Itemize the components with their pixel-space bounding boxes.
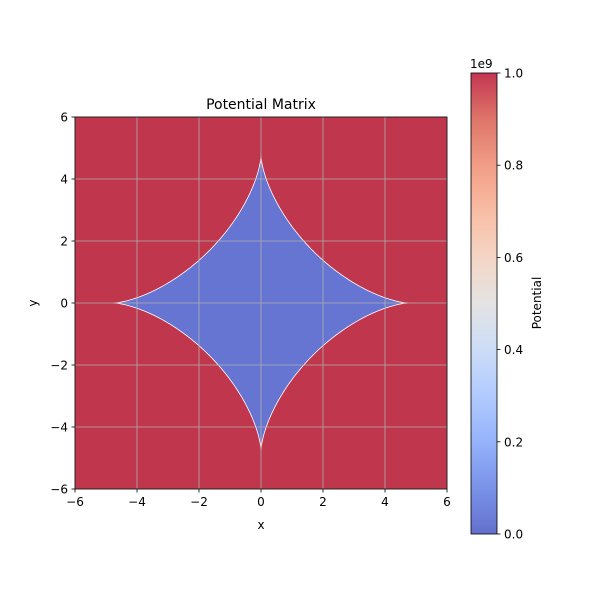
y-tick-label: 4: [60, 173, 68, 187]
x-axis-label: x: [257, 518, 264, 532]
y-tick-label: −4: [50, 421, 68, 435]
x-tick-label: −4: [128, 495, 146, 509]
colorbar-gradient: [470, 72, 498, 535]
x-tick-label: 4: [381, 495, 389, 509]
colorbar-tick-label: 0.8: [504, 159, 523, 173]
y-tick-label: 2: [60, 235, 68, 249]
y-axis-ticks: −6 −4 −2 0 2 4 6: [50, 111, 75, 497]
colorbar-tick-label: 0.2: [504, 435, 523, 449]
y-tick-label: −6: [50, 483, 68, 497]
x-tick-label: 6: [443, 495, 451, 509]
colorbar-tick-label: 0.4: [504, 343, 523, 357]
colorbar-label: Potential: [530, 277, 544, 330]
colorbar-tick-label: 1.0: [504, 67, 523, 81]
colorbar-tick-label: 0.6: [504, 251, 523, 265]
chart-title: Potential Matrix: [206, 97, 316, 113]
y-tick-label: 6: [60, 111, 68, 125]
x-tick-label: −2: [190, 495, 208, 509]
x-tick-label: −6: [66, 495, 84, 509]
x-axis-ticks: −6 −4 −2 0 2 4 6: [66, 489, 451, 509]
y-axis-label: y: [26, 299, 40, 306]
x-tick-label: 2: [319, 495, 327, 509]
x-tick-label: 0: [257, 495, 265, 509]
colorbar-offset-text: 1e9: [470, 57, 493, 71]
colorbar-ticks: 0.0 0.2 0.4 0.6 0.8 1.0: [497, 67, 523, 542]
colorbar: 0.0 0.2 0.4 0.6 0.8 1.0 1e9 Potential: [470, 57, 544, 542]
colorbar-tick-label: 0.0: [504, 528, 523, 542]
y-tick-label: −2: [50, 359, 68, 373]
y-tick-label: 0: [60, 297, 68, 311]
